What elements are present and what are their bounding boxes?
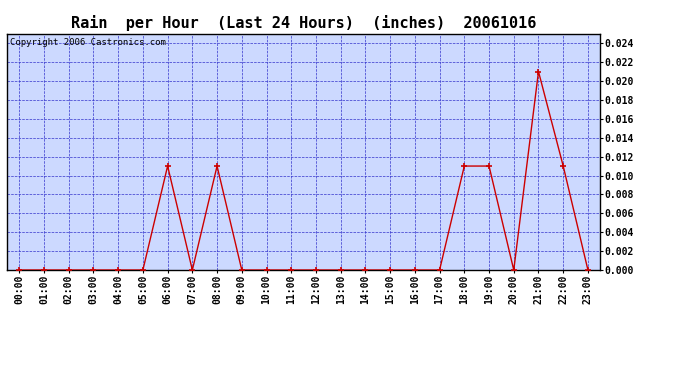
Text: Copyright 2006 Castronics.com: Copyright 2006 Castronics.com bbox=[10, 39, 166, 48]
Title: Rain  per Hour  (Last 24 Hours)  (inches)  20061016: Rain per Hour (Last 24 Hours) (inches) 2… bbox=[71, 15, 536, 31]
